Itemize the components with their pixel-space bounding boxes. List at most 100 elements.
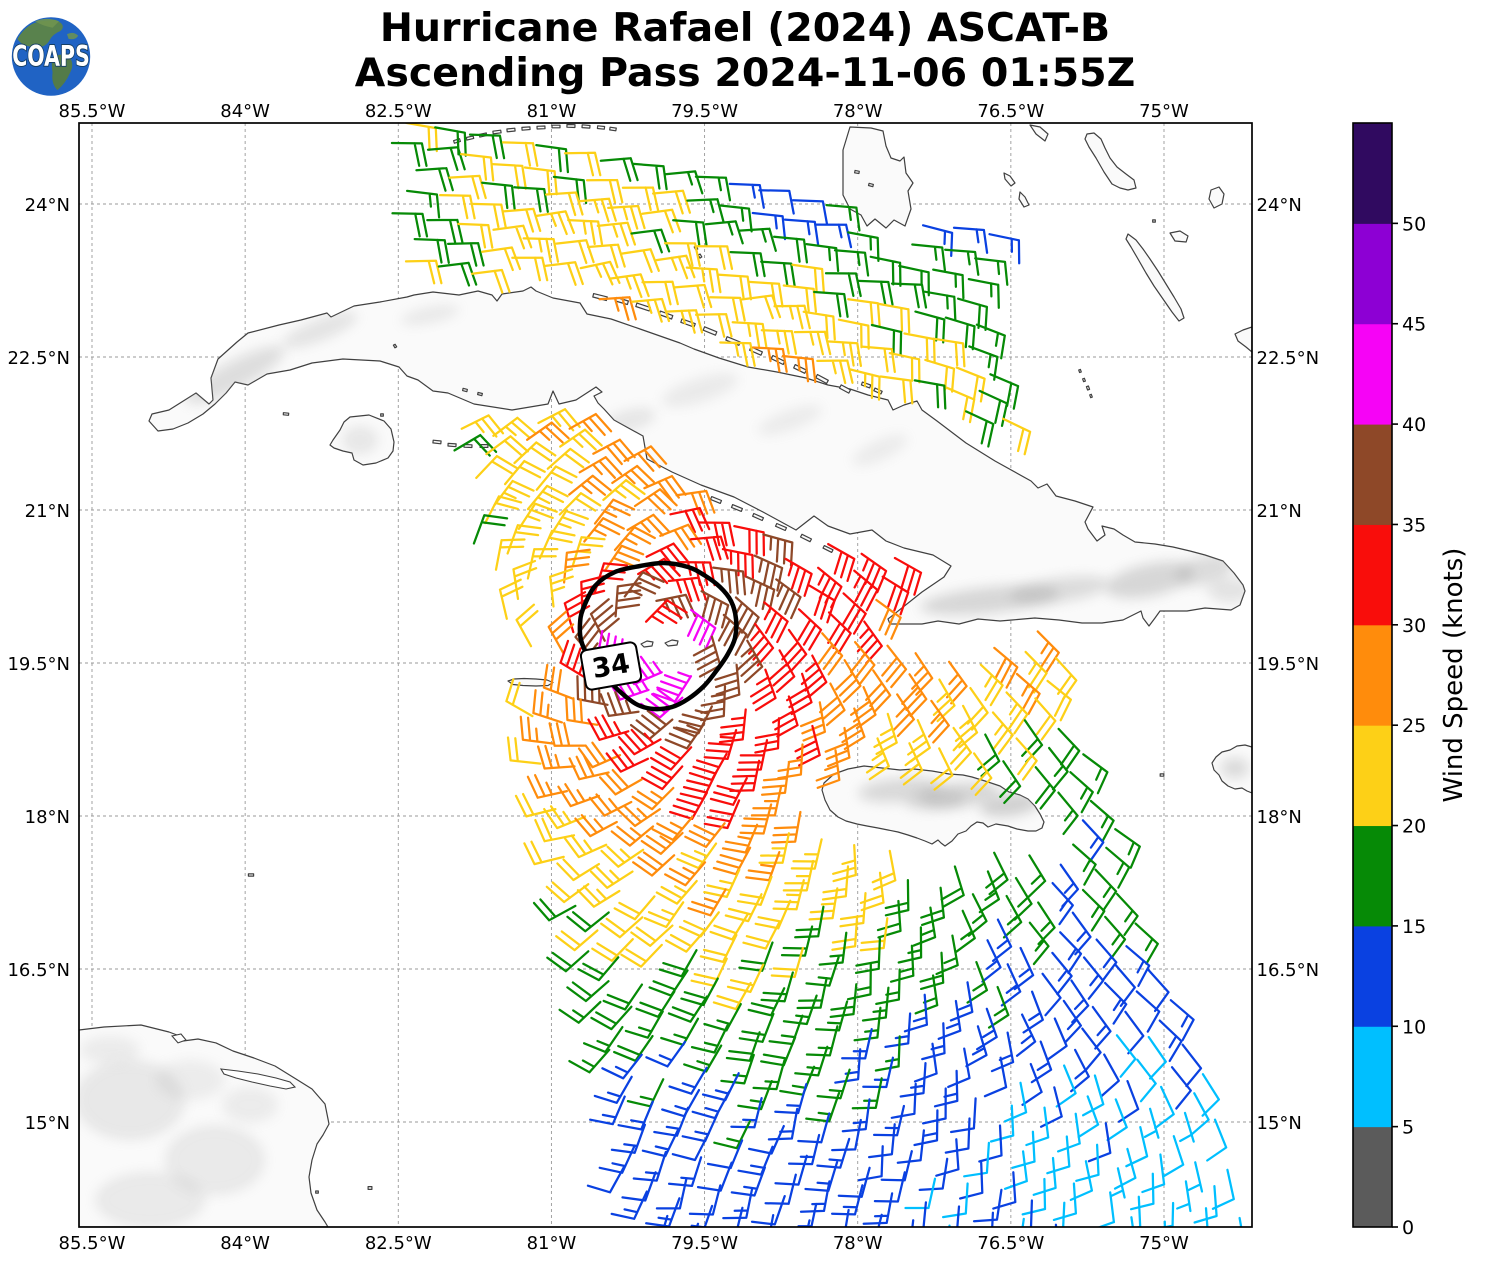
wind-barb — [937, 999, 962, 1040]
wind-barb — [637, 557, 681, 585]
wind-barb — [577, 197, 617, 223]
wind-barb — [958, 1161, 984, 1200]
wind-barb — [944, 248, 980, 276]
wind-barb — [620, 943, 663, 968]
wind-barb — [747, 280, 784, 308]
coaps-logo: COAPS — [11, 17, 91, 96]
wind-barb — [932, 678, 956, 723]
wind-barb — [694, 312, 733, 338]
wind-barb — [630, 228, 671, 254]
wind-barb — [991, 711, 1014, 755]
wind-barb — [664, 722, 706, 750]
wind-barb — [860, 345, 896, 374]
wind-barb — [645, 1040, 687, 1068]
wind-barb — [624, 1010, 664, 1039]
wind-barb — [772, 695, 799, 738]
lat-tick-label-left: 22.5°N — [7, 348, 70, 369]
wind-barb — [694, 175, 732, 202]
wind-barb — [690, 1204, 714, 1227]
colorbar-segment — [1353, 825, 1392, 927]
wind-barb — [576, 675, 609, 706]
coast-cay-3 — [247, 873, 255, 877]
wind-barb — [699, 684, 727, 722]
terrain-patch — [905, 789, 965, 811]
wind-barb — [526, 484, 569, 511]
wind-barb — [1204, 1207, 1209, 1227]
wind-barb — [978, 1124, 1003, 1163]
wind-barb — [1046, 1017, 1068, 1061]
coast-sabana-camaguey-cay-7 — [749, 346, 763, 356]
coast-eleuthera-tip — [1029, 124, 1049, 142]
wind-barb — [1029, 1199, 1034, 1227]
wind-barb — [862, 1192, 894, 1225]
wind-barb — [892, 693, 915, 738]
wind-barb — [532, 898, 577, 922]
wind-barb — [671, 1132, 710, 1162]
lon-tick-label-top: 85.5°W — [59, 101, 126, 122]
wind-barb — [1039, 1086, 1063, 1128]
colorbar-segment — [1353, 323, 1392, 425]
wind-barb — [589, 598, 620, 642]
wind-barb — [1052, 1182, 1078, 1222]
lon-tick-label-bottom: 82.5°W — [365, 1233, 432, 1254]
coast-ragged-cay-1 — [1082, 377, 1086, 383]
wind-barb — [470, 268, 511, 294]
axis-tick-labels: 85.5°W 85.5°W 84°W 84°W 82.5°W 82.5°W 81°W 81°W… — [7, 101, 1319, 1254]
wind-barb — [846, 963, 872, 1001]
lon-tick-label-top: 84°W — [220, 101, 270, 122]
wind-barb — [985, 851, 1009, 896]
wind-barb — [577, 956, 620, 982]
wind-barb — [768, 1014, 804, 1046]
wind-barb — [977, 733, 1001, 778]
wind-barb — [947, 1047, 971, 1089]
wind-barb — [787, 1133, 821, 1166]
wind-barb — [701, 1072, 740, 1102]
wind-barb — [633, 488, 678, 515]
colorbar-tick-label: 40 — [1402, 414, 1426, 436]
wind-barb — [718, 708, 747, 744]
wind-barb — [779, 1065, 816, 1096]
colorbar-label: Wind Speed (knots) — [1439, 548, 1469, 803]
wind-barb — [991, 1211, 995, 1227]
wind-barb — [716, 273, 753, 301]
wind-barb — [815, 749, 841, 789]
wind-barb — [964, 410, 995, 448]
wind-barb — [1106, 1098, 1128, 1142]
coast-cay-5 — [315, 1190, 319, 1194]
wind-barb — [675, 489, 716, 516]
wind-barb — [760, 260, 796, 288]
coast-jardines-cay-0 — [709, 496, 723, 504]
wind-barb — [774, 1154, 808, 1186]
wind-barb — [712, 981, 752, 1011]
coast-cay-8 — [462, 387, 468, 393]
coast-sabana-camaguey-cay-13 — [873, 387, 883, 395]
wind-barb — [588, 793, 633, 817]
wind-barb — [1082, 753, 1109, 795]
wind-barb — [817, 632, 844, 676]
lat-tick-label-right: 15°N — [1257, 1113, 1302, 1134]
coast-jardines-cay-3 — [774, 522, 788, 532]
coast-florida-key-4 — [506, 127, 516, 133]
wind-barb — [641, 280, 679, 306]
wind-barb — [1027, 854, 1047, 899]
wind-barb — [535, 143, 570, 174]
colorbar: 0 5 10 15 20 25 30 35 40 45 50 Wind Speed (knots) — [1352, 122, 1469, 1239]
wind-barb — [635, 990, 676, 1018]
coast-sabana-camaguey-cay-11 — [838, 384, 852, 394]
wind-barb — [501, 141, 539, 167]
wind-barb — [1062, 1201, 1066, 1227]
wind-barb — [613, 526, 656, 552]
terrain-patch — [661, 373, 739, 407]
wind-barb — [688, 752, 728, 782]
wind-barb — [932, 268, 965, 300]
wind-barb — [865, 669, 892, 714]
wind-barb — [522, 237, 560, 263]
wind-barb — [738, 1012, 775, 1043]
wind-barb — [785, 672, 813, 716]
wind-barb — [729, 759, 761, 793]
wind-barb — [1213, 1238, 1226, 1264]
wind-barb — [949, 981, 974, 1022]
wind-barb — [827, 542, 856, 583]
wind-barb — [566, 911, 610, 933]
wind-barb — [698, 521, 736, 547]
